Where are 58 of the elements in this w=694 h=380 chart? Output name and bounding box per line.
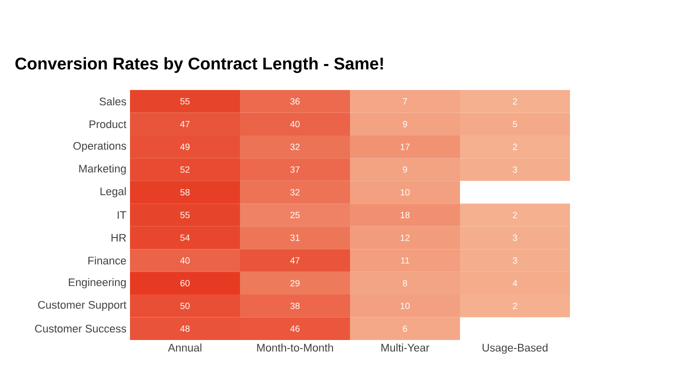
data-label: 7 (402, 98, 408, 104)
data-label: 2 (512, 212, 518, 218)
data-label: 55 (180, 98, 190, 104)
data-label: 6 (402, 325, 408, 332)
y-tick-label: Legal (100, 187, 126, 198)
data-label: 25 (290, 212, 300, 218)
x-tick-label: Usage-Based (482, 344, 548, 354)
data-label: 8 (402, 280, 408, 286)
data-label: 10 (400, 302, 410, 310)
data-label: 32 (290, 144, 300, 150)
y-tick-label: HR (112, 234, 126, 242)
y-tick-label: Customer Support (38, 300, 126, 311)
y-tick-label: Product (90, 120, 126, 128)
data-label: 4 (512, 280, 518, 286)
data-label: 5 (512, 120, 518, 128)
data-label: 3 (512, 166, 518, 173)
y-tick-label: IT (118, 211, 126, 219)
data-label: 37 (290, 166, 300, 173)
data-label: 36 (290, 98, 300, 105)
data-label: 55 (180, 212, 190, 218)
data-label: 47 (180, 121, 190, 128)
y-tick-label: Customer Success (35, 324, 126, 333)
data-label: 52 (180, 166, 190, 173)
data-label: 2 (512, 144, 518, 150)
data-label: 3 (512, 257, 518, 264)
x-tick-label: Annual (168, 344, 202, 352)
data-label: 2 (512, 98, 518, 104)
data-label: 38 (290, 302, 300, 310)
data-label: 3 (512, 234, 518, 241)
x-tick-label: Multi-Year (381, 344, 430, 352)
data-label: 50 (180, 302, 190, 310)
data-label: 18 (400, 212, 410, 218)
data-label: 9 (402, 120, 408, 128)
data-label: 54 (180, 234, 190, 241)
data-label: 9 (402, 166, 408, 173)
chart-title: Conversion Rates by Contract Length - Same! (15, 57, 383, 74)
data-label: 2 (512, 302, 518, 310)
data-label: 17 (400, 144, 410, 150)
data-label: 10 (400, 189, 410, 196)
y-tick-label: Finance (88, 256, 126, 264)
data-label: 58 (180, 189, 190, 196)
data-label: 11 (401, 257, 410, 264)
y-tick-label: Marketing (79, 164, 126, 175)
data-label: 40 (290, 120, 300, 128)
data-label: 46 (290, 325, 300, 332)
y-tick-label: Operations (73, 142, 126, 152)
x-tick-label: Month-to-Month (257, 344, 333, 352)
data-label: 49 (180, 144, 190, 150)
data-label: 31 (290, 234, 300, 241)
data-label: 47 (290, 257, 300, 264)
data-label: 40 (180, 257, 190, 264)
y-tick-label: Engineering (68, 278, 126, 288)
data-label: 29 (290, 280, 300, 286)
data-label: 12 (400, 234, 410, 241)
y-tick-label: Sales (100, 97, 126, 106)
data-label: 48 (180, 325, 190, 332)
data-label: 60 (180, 280, 190, 286)
data-label: 32 (290, 189, 300, 196)
